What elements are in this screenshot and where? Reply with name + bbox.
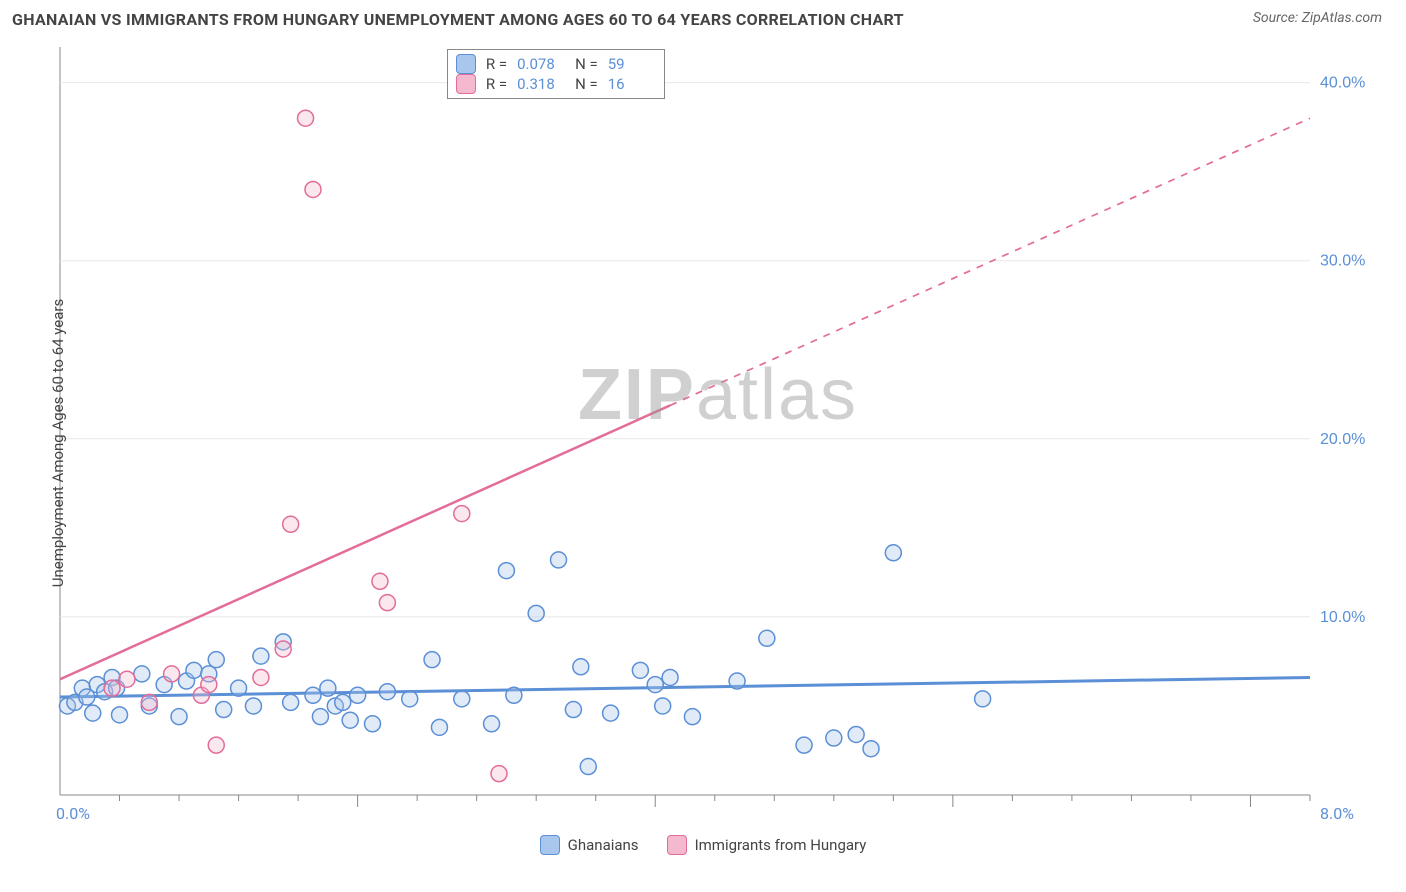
legend-item: Immigrants from Hungary <box>667 835 867 855</box>
legend-label: Immigrants from Hungary <box>695 836 867 854</box>
legend-label: Ghanaians <box>568 836 639 854</box>
svg-text:0.0%: 0.0% <box>56 804 90 823</box>
svg-text:30.0%: 30.0% <box>1320 253 1365 270</box>
series-swatch <box>456 54 476 74</box>
n-label: N = <box>575 55 598 73</box>
n-value: 59 <box>608 55 656 73</box>
header: GHANAIAN VS IMMIGRANTS FROM HUNGARY UNEM… <box>0 0 1406 33</box>
legend-swatch <box>667 835 687 855</box>
n-value: 16 <box>608 75 656 93</box>
chart-title: GHANAIAN VS IMMIGRANTS FROM HUNGARY UNEM… <box>12 10 904 29</box>
r-value: 0.318 <box>517 75 565 93</box>
svg-text:40.0%: 40.0% <box>1320 75 1365 92</box>
correlation-row: R = 0.078 N = 59 <box>456 54 656 74</box>
legend-swatch <box>540 835 560 855</box>
legend-item: Ghanaians <box>540 835 639 855</box>
series-legend: Ghanaians Immigrants from Hungary <box>0 835 1406 859</box>
svg-text:20.0%: 20.0% <box>1320 431 1365 448</box>
correlation-legend-box: R = 0.078 N = 59 R = 0.318 N = 16 <box>447 49 665 99</box>
scatter-chart: 40.0% 30.0% 20.0% 10.0% 0.0% 8.0% <box>50 39 1380 829</box>
svg-text:8.0%: 8.0% <box>1320 804 1354 823</box>
svg-text:10.0%: 10.0% <box>1320 609 1365 626</box>
r-label: R = <box>486 75 507 93</box>
r-label: R = <box>486 55 507 73</box>
n-label: N = <box>575 75 598 93</box>
y-axis-label: Unemployment Among Ages 60 to 64 years <box>49 299 67 587</box>
source-attribution: Source: ZipAtlas.com <box>1253 10 1382 26</box>
correlation-row: R = 0.318 N = 16 <box>456 74 656 94</box>
chart-container: Unemployment Among Ages 60 to 64 years 4… <box>50 39 1386 829</box>
r-value: 0.078 <box>517 55 565 73</box>
series-swatch <box>456 74 476 94</box>
